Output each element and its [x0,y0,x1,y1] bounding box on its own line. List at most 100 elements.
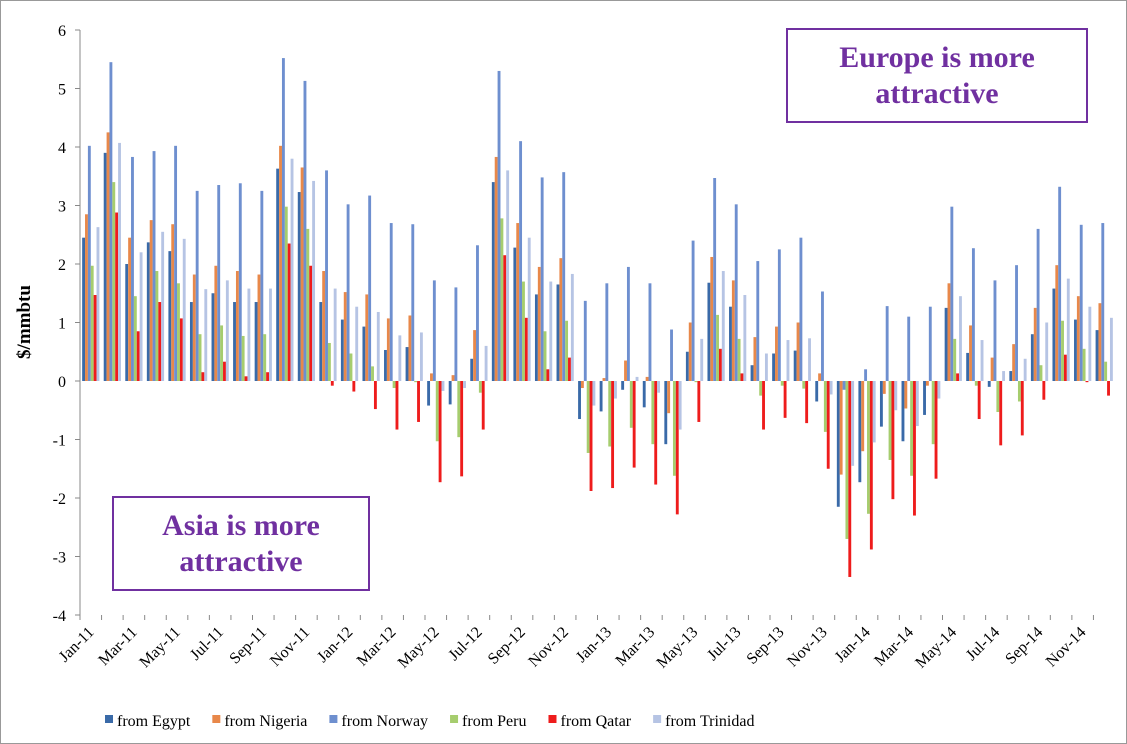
bar [516,223,520,381]
bar [386,318,390,381]
bar [750,365,754,381]
bar [743,295,747,381]
bar [1009,371,1013,381]
bar [675,381,679,515]
bar [1061,320,1064,381]
bar [993,280,997,381]
bar [451,375,455,381]
bar [1036,228,1040,381]
bar [928,306,932,381]
bar [729,306,732,381]
bar [925,381,929,386]
bar [266,372,270,381]
bar [491,182,495,381]
bar [473,330,477,381]
bar [376,311,380,381]
y-tick-label: 5 [58,82,66,99]
bar [352,381,356,392]
bar [802,381,806,389]
bar [583,300,587,381]
bar [177,283,180,381]
y-tick-label: -4 [53,608,66,625]
bar [527,237,531,381]
bar [537,266,541,381]
bar [632,381,636,468]
y-tick-label: 6 [58,23,66,40]
bar [1074,319,1077,381]
bar [821,291,824,381]
bar [1052,288,1056,381]
bar [419,332,423,381]
bar [657,381,661,393]
bar [392,381,396,389]
legend-swatch [212,715,221,723]
bar [411,224,415,381]
bar [772,353,776,381]
legend-label: from Trinidad [665,713,754,730]
bar [128,237,132,381]
bar [118,142,121,381]
bar [901,381,905,442]
bar [309,265,313,381]
bar [910,381,914,476]
bar [220,325,224,381]
bar [872,381,876,443]
bar [867,381,870,514]
bar [592,381,596,406]
annotation: Asia is more attractive [112,496,370,591]
bar [731,280,735,381]
bar [182,238,186,381]
bar [764,353,768,381]
bar [931,381,935,445]
bar [678,381,682,430]
bar [589,381,593,491]
bar [414,381,418,383]
bar [721,271,725,381]
bar [371,366,374,381]
y-tick-label: 4 [58,140,66,157]
bar [373,381,377,410]
bar [319,302,323,381]
y-tick-label: 2 [58,257,66,274]
bar [125,264,129,381]
bar [522,281,525,381]
bar [635,376,639,381]
bar [233,302,236,381]
bar [793,350,797,381]
bar [718,348,722,381]
bar [621,381,625,390]
bar [362,326,366,381]
bar [959,296,962,381]
bar [90,265,94,381]
bar [417,381,420,422]
legend-swatch [653,715,662,723]
bar [189,302,193,381]
bar [710,256,714,381]
bar [365,294,369,381]
bar [688,322,692,381]
bar [540,177,544,381]
bar [969,325,972,381]
legend-label: from Norway [341,713,428,730]
legend-label: from Nigeria [224,713,307,730]
bar [1066,278,1070,381]
bar [1079,224,1083,381]
bar [947,283,951,381]
bar [737,338,741,381]
bar [346,204,350,381]
bar [999,381,1003,446]
bar [858,381,862,483]
bar [697,381,701,422]
bar [325,170,328,381]
bar [448,381,452,405]
bar [257,274,261,381]
bar [707,282,711,381]
bar [780,381,784,386]
bar [672,381,676,476]
bar [241,335,245,381]
bar [1033,307,1037,381]
bar [247,288,251,381]
bar [1095,330,1099,381]
bar [602,378,606,381]
bar [1030,334,1034,381]
